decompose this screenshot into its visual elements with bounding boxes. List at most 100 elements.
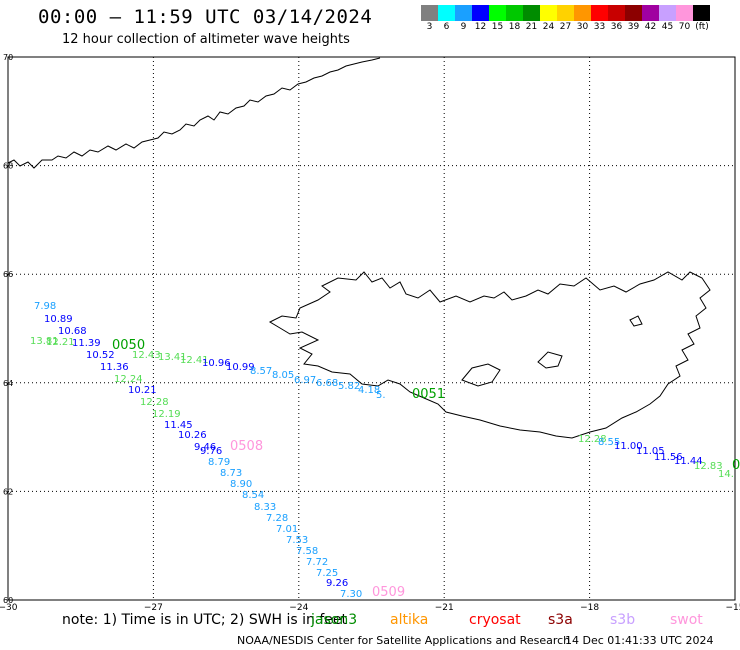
wave-height-reading: 12.41 xyxy=(180,355,209,366)
wave-height-reading: 9.46 xyxy=(194,442,216,453)
latitude-label: 64 xyxy=(3,379,13,388)
credit-text: NOAA/NESDIS Center for Satellite Applica… xyxy=(237,634,571,647)
wave-height-reading: 10.21 xyxy=(128,385,157,396)
wave-height-reading: 7.01 xyxy=(276,524,298,535)
greenland-coastline xyxy=(7,57,381,169)
longitude-label: −15 xyxy=(726,603,740,613)
wave-height-reading: 7.72 xyxy=(306,557,328,568)
colorbar-tick-label: 36 xyxy=(610,22,623,32)
colorbar-segment xyxy=(506,5,523,21)
wave-height-reading: 8.55 xyxy=(598,437,620,448)
satellite-legend-item: s3a xyxy=(548,612,573,628)
colorbar-tick-label: 6 xyxy=(443,22,450,32)
wave-height-reading: 11.05 xyxy=(636,446,665,457)
latitude-label: 66 xyxy=(3,270,13,279)
wave-height-reading: 11.56 xyxy=(654,452,683,463)
colorbar-segment xyxy=(693,5,710,21)
colorbar-units: (ft) xyxy=(695,22,709,32)
pass-time-label: 0 xyxy=(732,458,740,473)
colorbar-segment xyxy=(421,5,438,21)
colorbar-tick-label: 27 xyxy=(559,22,572,32)
wave-height-reading: 9.76 xyxy=(200,446,222,457)
colorbar-tick-label: 12 xyxy=(474,22,487,32)
wave-height-reading: 11.44 xyxy=(674,456,703,467)
iceland-coastline xyxy=(268,271,711,439)
colorbar-labels: 3 6 9 12 15 18 21 24 27 30 33 36 39 42 45 70 (ft) xyxy=(421,22,740,34)
colorbar-tick-label: 70 xyxy=(678,22,691,32)
colorbar-segment xyxy=(608,5,625,21)
wave-height-reading: 7.53 xyxy=(286,535,308,546)
longitude-label: −21 xyxy=(435,603,454,613)
wave-height-reading: 8.54 xyxy=(242,490,264,501)
wave-height-reading: 4.18 xyxy=(358,385,380,396)
wave-height-reading: 11.00 xyxy=(614,441,643,452)
wave-height-reading: 14. xyxy=(718,469,734,480)
wave-height-reading: 11.39 xyxy=(72,338,101,349)
satellite-legend-item: s3b xyxy=(610,612,636,628)
wave-height-reading: 12.83 xyxy=(694,461,723,472)
lake-outline xyxy=(629,315,643,327)
wave-height-reading: 8.33 xyxy=(254,502,276,513)
pass-time-label: 0050 xyxy=(112,338,145,353)
colorbar-segment xyxy=(472,5,489,21)
colorbar-segment xyxy=(523,5,540,21)
colorbar-segment xyxy=(540,5,557,21)
wave-height-reading: 7.30 xyxy=(340,589,362,600)
latitude-label: 70 xyxy=(3,53,13,62)
latitude-label: 60 xyxy=(3,596,13,605)
wave-height-reading: 10.99 xyxy=(226,362,255,373)
wave-height-reading: 12.28 xyxy=(140,397,169,408)
colorbar-tick-label: 39 xyxy=(627,22,640,32)
wave-height-reading: 11.45 xyxy=(164,420,193,431)
colorbar-segment xyxy=(574,5,591,21)
page-subtitle: 12 hour collection of altimeter wave hei… xyxy=(62,32,350,47)
wave-height-reading: 13.81 xyxy=(30,336,59,347)
wave-height-reading: 7.25 xyxy=(316,568,338,579)
colorbar-tick-label: 21 xyxy=(525,22,538,32)
satellite-legend-item: altika xyxy=(390,612,429,628)
pass-time-label: 0509 xyxy=(372,585,405,600)
colorbar-segment xyxy=(455,5,472,21)
wave-height-reading: 12.43 xyxy=(132,350,161,361)
wave-height-colorbar xyxy=(421,5,710,21)
wave-height-reading: 8.73 xyxy=(220,468,242,479)
colorbar-tick-label: 15 xyxy=(491,22,504,32)
page-title: 00:00 – 11:59 UTC 03/14/2024 xyxy=(38,6,373,28)
colorbar-tick-label: 3 xyxy=(426,22,433,32)
map-frame xyxy=(7,56,736,601)
longitude-label: −27 xyxy=(144,603,163,613)
wave-height-reading: 9.26 xyxy=(326,578,348,589)
colorbar-segment xyxy=(659,5,676,21)
colorbar-tick-label: 33 xyxy=(593,22,606,32)
wave-height-reading: 10.68 xyxy=(58,326,87,337)
colorbar-segment xyxy=(642,5,659,21)
wave-height-reading: 8.79 xyxy=(208,457,230,468)
wave-height-reading: 8.05 xyxy=(272,370,294,381)
wave-height-reading: 6.68 xyxy=(316,378,338,389)
wave-height-reading: 10.26 xyxy=(178,430,207,441)
satellite-legend-item: swot xyxy=(670,612,703,628)
wave-height-reading: 11.36 xyxy=(100,362,129,373)
colorbar-segment xyxy=(625,5,642,21)
colorbar-tick-label: 30 xyxy=(576,22,589,32)
glacier-outline xyxy=(461,363,501,387)
wave-height-reading: 6.97 xyxy=(294,375,316,386)
wave-height-reading: 7.58 xyxy=(296,546,318,557)
wave-height-reading: 8.57 xyxy=(250,366,272,377)
satellite-legend-item: cryosat xyxy=(469,612,521,628)
wave-height-reading: 12.21 xyxy=(46,337,75,348)
colorbar-tick-label: 24 xyxy=(542,22,555,32)
colorbar-tick-label: 9 xyxy=(460,22,467,32)
pass-time-label: 0051 xyxy=(412,387,445,402)
generated-timestamp: 14 Dec 01:41:33 UTC 2024 xyxy=(565,634,714,647)
latitude-label: 62 xyxy=(3,487,13,496)
pass-time-label: 0508 xyxy=(230,439,263,454)
wave-height-reading: 12.28 xyxy=(578,434,607,445)
longitude-label: −24 xyxy=(289,603,308,613)
colorbar-segment xyxy=(676,5,693,21)
colorbar-tick-label: 45 xyxy=(661,22,674,32)
longitude-label: −30 xyxy=(0,603,18,613)
colorbar-tick-label: 18 xyxy=(508,22,521,32)
wave-height-reading: 10.89 xyxy=(44,314,73,325)
wave-height-reading: 12.19 xyxy=(152,409,181,420)
